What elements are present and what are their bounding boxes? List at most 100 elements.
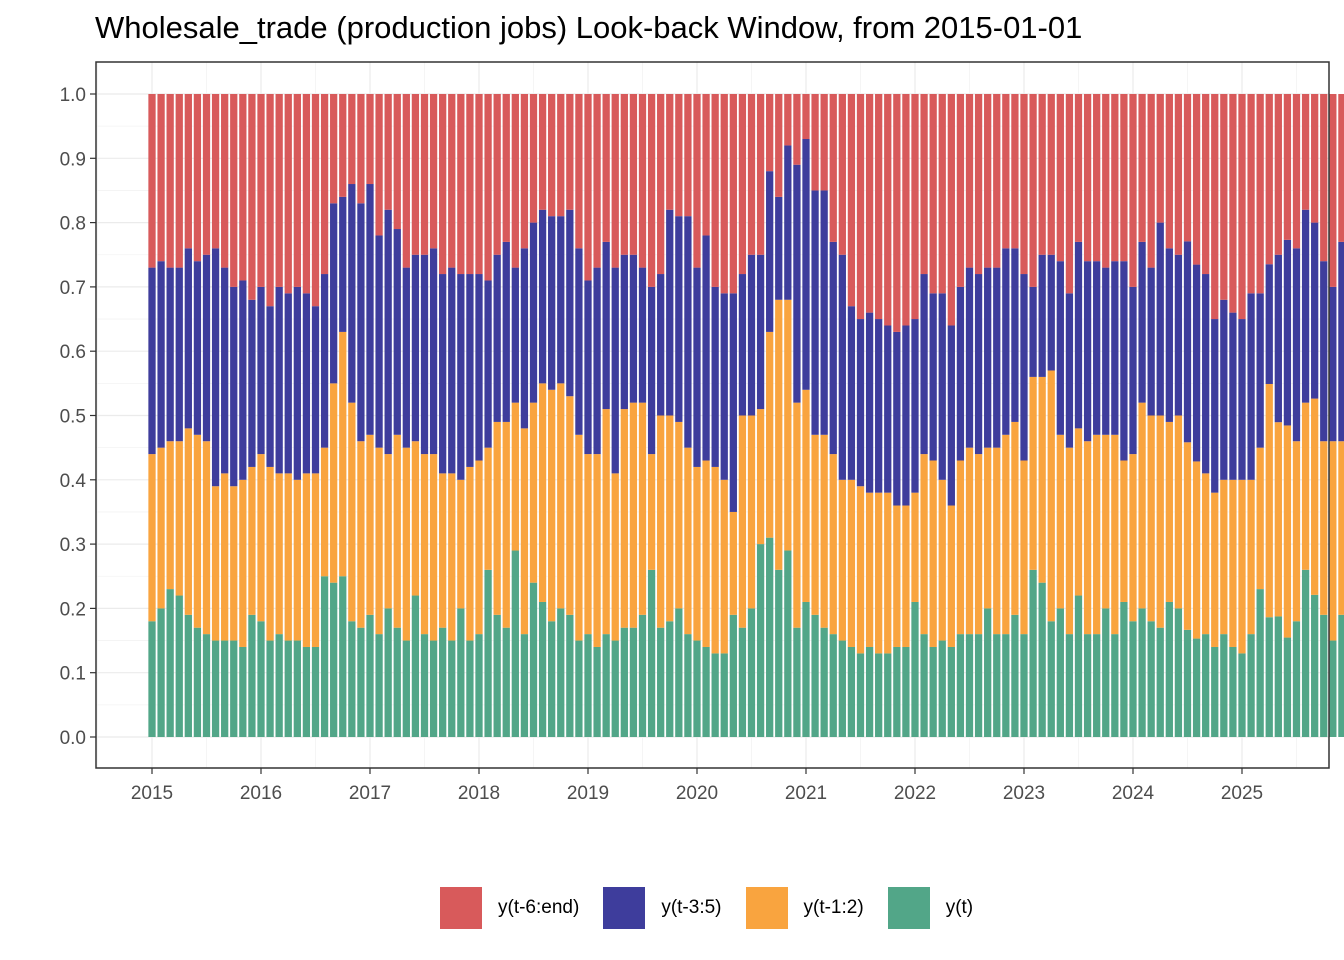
bar-segment-series-2 <box>375 235 383 448</box>
bar-segment-series-1 <box>775 299 783 570</box>
bar-segment-series-3 <box>357 94 365 204</box>
bar-segment-series-1 <box>1247 479 1255 635</box>
bar-segment-series-1 <box>420 454 429 635</box>
bar-segment-series-2 <box>348 184 356 403</box>
bar-segment-series-0 <box>175 595 183 737</box>
bar-segment-series-1 <box>284 473 292 641</box>
bar-segment-series-2 <box>929 293 937 461</box>
bar-segment-series-0 <box>884 653 892 737</box>
bar-segment-series-1 <box>202 441 211 635</box>
bar-segment-series-3 <box>221 94 229 268</box>
legend-key <box>887 887 930 929</box>
bar-segment-series-3 <box>266 94 274 307</box>
bar-segment-series-3 <box>302 94 311 294</box>
bar-segment-series-1 <box>702 460 710 647</box>
bar-segment-series-2 <box>575 248 583 435</box>
bar-segment-series-2 <box>993 267 1001 448</box>
bar-segment-series-1 <box>856 486 865 654</box>
bar-segment-series-0 <box>439 627 447 737</box>
bar-segment-series-3 <box>1047 94 1055 255</box>
bar-segment-series-3 <box>865 94 874 313</box>
bar-segment-series-3 <box>193 94 202 262</box>
bar-segment-series-2 <box>875 319 883 493</box>
bar-segment-series-2 <box>293 286 301 480</box>
bar-segment-series-1 <box>1093 434 1101 635</box>
bar-segment-series-3 <box>1301 94 1310 210</box>
bar-segment-series-3 <box>393 94 401 230</box>
bar-segment-series-3 <box>1292 94 1301 249</box>
bar-segment-series-2 <box>1129 286 1137 455</box>
bar-segment-series-0 <box>1238 653 1246 737</box>
bar-segment-series-3 <box>511 94 519 268</box>
bar-segment-series-2 <box>548 216 556 390</box>
bar-segment-series-0 <box>938 640 946 737</box>
legend-item: y(t) <box>887 887 973 929</box>
bar-segment-series-3 <box>602 94 610 242</box>
bar-segment-series-2 <box>1065 293 1074 448</box>
bar-segment-series-0 <box>1047 621 1055 737</box>
bar-segment-series-2 <box>693 267 701 467</box>
bar-segment-series-2 <box>738 274 747 416</box>
y-tick-label: 0.5 <box>60 407 86 428</box>
bar-segment-series-0 <box>965 634 974 737</box>
bar-segment-series-1 <box>448 473 456 641</box>
bar-segment-series-3 <box>811 94 819 191</box>
bar-segment-series-3 <box>411 94 420 255</box>
bar-segment-series-2 <box>593 267 601 455</box>
bar-segment-series-3 <box>784 94 792 146</box>
bar-segment-series-1 <box>1011 421 1019 615</box>
bar-segment-series-1 <box>1111 434 1119 635</box>
bar-segment-series-3 <box>1311 94 1319 223</box>
bar-segment-series-0 <box>502 627 510 737</box>
bar-segment-series-2 <box>366 184 374 435</box>
bar-segment-series-3 <box>838 94 846 255</box>
bar-segment-series-2 <box>1274 254 1282 423</box>
bar-segment-series-3 <box>1056 94 1064 262</box>
bar-segment-series-1 <box>1138 402 1146 609</box>
bar-segment-series-1 <box>211 486 220 641</box>
bar-segment-series-1 <box>729 511 737 615</box>
bar-segment-series-0 <box>402 640 410 737</box>
bar-segment-series-0 <box>448 640 456 737</box>
bar-segment-series-1 <box>484 447 492 570</box>
y-tick-label: 0.3 <box>60 535 86 556</box>
bar-segment-series-1 <box>230 486 238 641</box>
bar-segment-series-1 <box>1256 447 1264 590</box>
bar-segment-series-1 <box>1056 434 1064 609</box>
bar-segment-series-3 <box>366 94 374 185</box>
bar-segment-series-0 <box>148 621 156 737</box>
bar-segment-series-2 <box>384 209 392 455</box>
bar-segment-series-1 <box>475 460 483 635</box>
bar-segment-series-0 <box>211 640 220 737</box>
bar-segment-series-0 <box>230 640 238 737</box>
bar-segment-series-1 <box>693 466 701 641</box>
bar-segment-series-2 <box>1047 254 1055 371</box>
x-tick-label: 2020 <box>676 783 718 804</box>
bar-segment-series-0 <box>538 601 547 737</box>
bar-segment-series-3 <box>638 94 647 268</box>
bar-segment-series-3 <box>1247 94 1255 294</box>
bar-segment-series-3 <box>847 94 856 307</box>
bar-segment-series-1 <box>638 402 647 615</box>
bar-segment-series-2 <box>956 286 965 461</box>
bar-segment-series-2 <box>193 261 202 435</box>
bar-segment-series-0 <box>784 550 792 737</box>
bar-segment-series-1 <box>811 434 819 615</box>
bar-segment-series-0 <box>974 634 983 737</box>
bar-segment-series-2 <box>1074 241 1083 429</box>
bar-segment-series-2 <box>666 209 674 416</box>
bar-segment-series-0 <box>929 646 937 737</box>
bar-segment-series-0 <box>511 550 519 737</box>
bar-segment-series-2 <box>1083 261 1092 442</box>
bar-segment-series-0 <box>829 634 837 737</box>
bar-segment-series-1 <box>1292 441 1301 622</box>
bar-segment-series-0 <box>657 627 665 737</box>
bar-segment-series-2 <box>1320 261 1328 442</box>
bar-segment-series-3 <box>947 94 955 326</box>
bar-segment-series-3 <box>920 94 928 275</box>
bar-segment-series-2 <box>1002 248 1010 435</box>
bar-segment-series-3 <box>829 94 837 242</box>
bar-segment-series-3 <box>520 94 529 249</box>
bar-segment-series-2 <box>1202 274 1210 474</box>
bar-segment-series-1 <box>838 479 846 641</box>
